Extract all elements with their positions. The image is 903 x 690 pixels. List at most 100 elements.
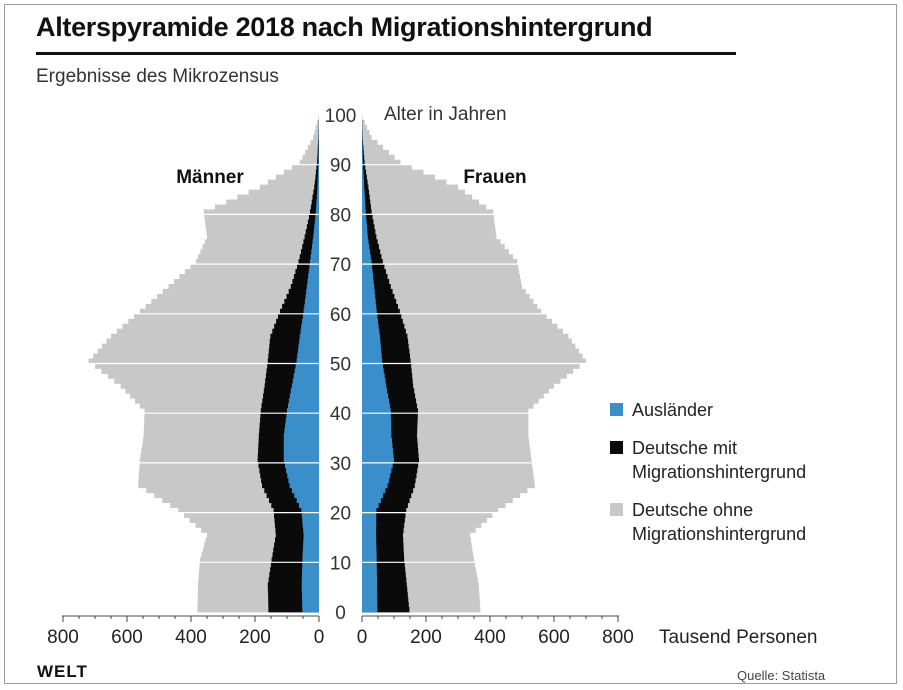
bar-frauen-ohne-migration-age-88: [362, 169, 424, 176]
bar-frauen-mit-migration-age-45: [362, 383, 414, 389]
side-label-women: Frauen: [463, 167, 526, 188]
legend-item-auslaender: Ausländer: [610, 398, 892, 422]
bar-maenner-ohne-migration-age-86: [267, 179, 319, 185]
bar-maenner-ohne-migration-age-55: [111, 333, 319, 340]
bar-maenner-ohne-migration-age-34: [142, 438, 319, 444]
bar-maenner-auslaender-age-57: [301, 323, 319, 330]
bar-maenner-auslaender-age-89: [318, 164, 319, 171]
bar-maenner-mit-migration-age-23: [266, 492, 319, 499]
bar-maenner-mit-migration-age-54: [269, 338, 319, 344]
chart-title: Alterspyramide 2018 nach Migrationshinte…: [36, 12, 653, 42]
bar-frauen-ohne-migration-age-39: [362, 413, 529, 419]
bar-frauen-auslaender-age-69: [362, 264, 373, 270]
bar-frauen-mit-migration-age-24: [362, 487, 414, 494]
bar-maenner-auslaender-age-87: [317, 174, 319, 180]
bar-frauen-ohne-migration-age-59: [362, 313, 547, 320]
bar-frauen-mit-migration-age-64: [362, 288, 393, 295]
bar-maenner-auslaender-age-47: [293, 373, 319, 379]
bar-frauen-auslaender-age-12: [362, 547, 377, 553]
bar-maenner-mit-migration-age-79: [309, 214, 319, 220]
bar-maenner-auslaender-age-73: [312, 244, 319, 250]
bar-maenner-ohne-migration-age-96: [314, 129, 319, 136]
bar-frauen-auslaender-age-66: [362, 279, 374, 285]
bar-maenner-mit-migration-age-57: [274, 323, 319, 330]
bar-maenner-ohne-migration-age-2: [197, 597, 319, 603]
bar-frauen-mit-migration-age-90: [362, 159, 365, 166]
bar-frauen-ohne-migration-age-91: [362, 154, 395, 161]
bar-maenner-ohne-migration-age-79: [204, 214, 319, 220]
bar-frauen-mit-migration-age-56: [362, 328, 406, 335]
bar-frauen-auslaender-age-62: [362, 298, 376, 305]
bar-frauen-mit-migration-age-52: [362, 348, 410, 354]
title-underline: [36, 52, 736, 55]
bar-frauen-ohne-migration-age-40: [362, 408, 529, 414]
bar-maenner-auslaender-age-62: [304, 298, 319, 305]
bar-frauen-auslaender-age-54: [362, 338, 381, 344]
bar-frauen-mit-migration-age-93: [362, 144, 364, 151]
bar-maenner-ohne-migration-age-93: [307, 144, 319, 151]
bar-maenner-mit-migration-age-22: [269, 497, 319, 504]
bar-maenner-auslaender-age-58: [302, 318, 319, 325]
bar-frauen-mit-migration-age-1: [362, 602, 409, 608]
bar-frauen-auslaender-age-56: [362, 328, 380, 335]
value-tick-right-600: 600: [538, 627, 570, 648]
bar-frauen-mit-migration-age-79: [362, 214, 373, 220]
bar-maenner-auslaender-age-5: [301, 582, 319, 588]
bar-maenner-ohne-migration-age-10: [200, 557, 319, 563]
bar-maenner-mit-migration-age-3: [268, 592, 319, 598]
bar-maenner-ohne-migration-age-38: [144, 418, 319, 424]
bar-maenner-mit-migration-age-96: [318, 129, 319, 136]
bar-frauen-mit-migration-age-80: [362, 209, 372, 215]
bar-maenner-auslaender-age-75: [313, 234, 319, 240]
bar-maenner-auslaender-age-40: [287, 408, 319, 414]
bar-maenner-mit-migration-age-71: [299, 254, 319, 260]
bar-maenner-ohne-migration-age-13: [204, 542, 319, 548]
bar-maenner-auslaender-age-56: [300, 328, 319, 335]
bar-maenner-auslaender-age-44: [290, 388, 319, 394]
bar-frauen-mit-migration-age-74: [362, 239, 378, 245]
bar-maenner-mit-migration-age-17: [274, 522, 319, 528]
bar-maenner-mit-migration-age-9: [270, 562, 319, 568]
bar-frauen-mit-migration-age-6: [362, 577, 407, 583]
bar-frauen-auslaender-age-35: [362, 433, 392, 439]
bar-frauen-ohne-migration-age-16: [362, 527, 476, 533]
bar-maenner-auslaender-age-49: [295, 363, 319, 369]
bar-maenner-auslaender-age-46: [292, 378, 319, 384]
bar-maenner-mit-migration-age-94: [318, 139, 319, 146]
value-axis-label: Tausend Personen: [659, 627, 817, 648]
bar-frauen-mit-migration-age-92: [362, 149, 364, 156]
bar-maenner-auslaender-age-78: [314, 219, 319, 225]
bar-frauen-auslaender-age-79: [362, 214, 367, 220]
legend-swatch-mit-migration: [610, 441, 623, 454]
bar-frauen-mit-migration-age-72: [362, 249, 381, 255]
left-bars-group: [88, 115, 320, 613]
bar-frauen-auslaender-age-11: [362, 552, 377, 558]
bar-frauen-auslaender-age-34: [362, 438, 392, 444]
bar-frauen-auslaender-age-74: [362, 239, 369, 245]
bar-maenner-mit-migration-age-49: [267, 363, 319, 369]
bar-frauen-auslaender-age-63: [362, 293, 376, 300]
bar-frauen-auslaender-age-85: [362, 184, 365, 190]
source-note: Quelle: Statista: [737, 668, 826, 683]
age-tick-80: 80: [330, 205, 351, 226]
bar-maenner-mit-migration-age-91: [317, 154, 319, 161]
bar-frauen-ohne-migration-age-38: [362, 418, 529, 424]
bar-frauen-auslaender-age-18: [362, 517, 377, 523]
bar-maenner-auslaender-age-9: [302, 562, 319, 568]
bar-maenner-auslaender-age-14: [303, 537, 319, 543]
bar-maenner-auslaender-age-27: [287, 472, 319, 479]
bar-frauen-ohne-migration-age-12: [362, 547, 473, 553]
bar-frauen-mit-migration-age-47: [362, 373, 413, 379]
bar-maenner-ohne-migration-age-43: [130, 393, 319, 399]
bar-maenner-mit-migration-age-93: [317, 144, 319, 151]
bar-maenner-ohne-migration-age-25: [138, 482, 319, 489]
bar-frauen-mit-migration-age-62: [362, 298, 397, 305]
bar-frauen-ohne-migration-age-58: [362, 318, 553, 325]
bar-frauen-mit-migration-age-42: [362, 398, 417, 404]
bar-frauen-ohne-migration-age-99: [362, 115, 363, 121]
bar-frauen-auslaender-age-8: [362, 567, 377, 573]
bar-maenner-ohne-migration-age-94: [310, 139, 319, 146]
bar-frauen-auslaender-age-86: [362, 179, 364, 185]
bar-maenner-mit-migration-age-2: [268, 597, 319, 603]
bar-frauen-ohne-migration-age-67: [362, 274, 521, 280]
